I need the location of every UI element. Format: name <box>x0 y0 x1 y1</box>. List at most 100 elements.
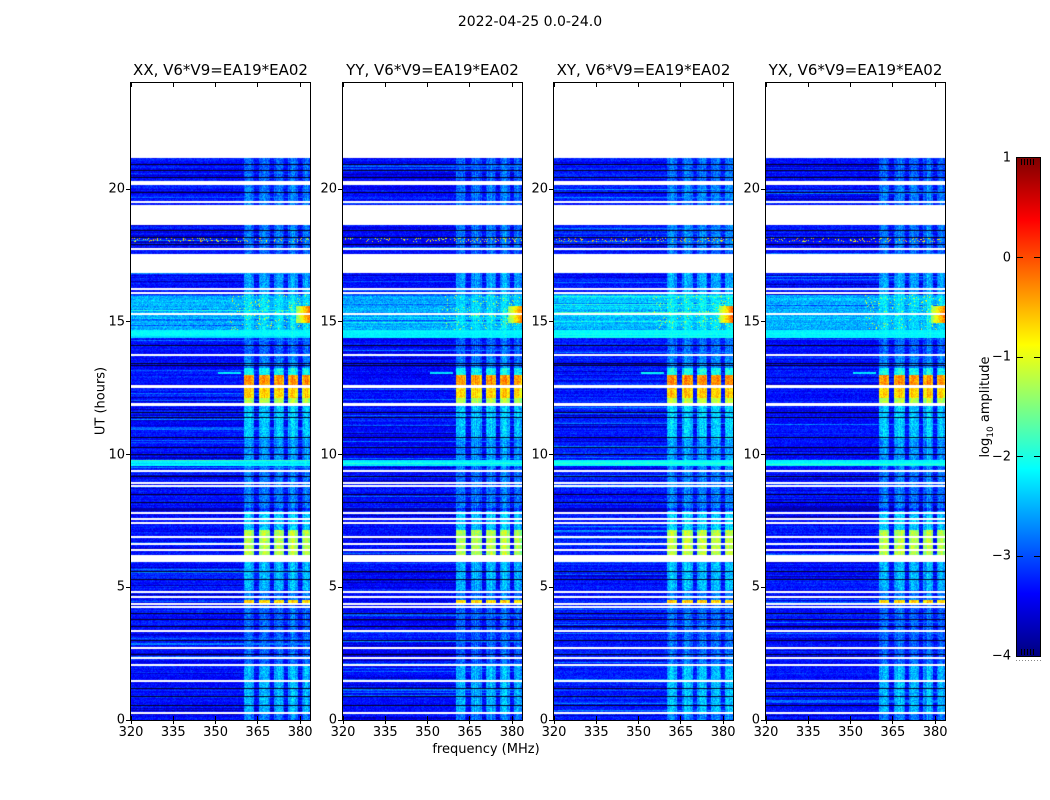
x-tick <box>807 716 809 720</box>
x-tick <box>850 83 852 87</box>
x-tick <box>342 716 344 720</box>
x-tick-label: 380 <box>710 725 736 740</box>
x-tick <box>892 720 894 724</box>
x-tick <box>427 716 429 720</box>
x-tick <box>384 720 386 724</box>
x-tick <box>680 720 682 724</box>
x-tick-label: 365 <box>880 725 906 740</box>
x-tick <box>553 716 555 720</box>
y-tick <box>549 719 553 721</box>
y-tick-label: 10 <box>108 447 125 463</box>
y-tick-label: 5 <box>751 579 760 595</box>
x-tick <box>892 83 894 87</box>
panel-title-yx: YX, V6*V9=EA19*EA02 <box>768 61 943 79</box>
x-tick-label: 350 <box>838 725 863 740</box>
y-tick-label: 15 <box>320 314 337 330</box>
y-axis-label: UT (hours) <box>93 366 109 436</box>
x-tick <box>384 716 386 720</box>
y-tick-label: 5 <box>116 579 125 595</box>
x-tick <box>765 720 767 724</box>
colorbar-tick-label: −2 <box>991 449 1011 465</box>
y-tick <box>126 454 130 456</box>
spectrogram-canvas-yy <box>343 83 522 720</box>
colorbar-tick <box>1017 456 1023 458</box>
colorbar-tick-label: −4 <box>991 648 1011 664</box>
x-tick-label: 350 <box>626 725 651 740</box>
x-tick <box>469 716 471 720</box>
y-tick-label: 5 <box>328 579 337 595</box>
x-tick <box>892 716 894 720</box>
y-tick <box>338 321 342 323</box>
x-tick <box>215 716 217 720</box>
y-tick <box>549 188 553 190</box>
y-tick <box>126 719 130 721</box>
x-tick-label: 365 <box>245 725 271 740</box>
x-tick <box>722 83 724 87</box>
y-tick-label: 20 <box>531 181 548 197</box>
spectrogram-canvas-xx <box>131 83 310 720</box>
y-tick <box>126 188 130 190</box>
x-tick <box>934 83 936 87</box>
figure-title: 2022-04-25 0.0-24.0 <box>457 14 603 30</box>
x-tick <box>722 720 724 724</box>
x-tick <box>130 83 132 87</box>
y-tick-label: 0 <box>751 712 760 728</box>
x-tick <box>172 720 174 724</box>
x-tick <box>765 83 767 87</box>
y-tick-label: 15 <box>743 314 760 330</box>
y-tick <box>549 586 553 588</box>
y-tick-label: 0 <box>116 712 125 728</box>
y-tick <box>761 719 765 721</box>
y-tick <box>338 586 342 588</box>
x-tick-label: 365 <box>668 725 694 740</box>
x-tick <box>934 720 936 724</box>
x-tick <box>680 716 682 720</box>
panel-xy: XY, V6*V9=EA19*EA02 <box>553 61 734 721</box>
x-tick <box>722 716 724 720</box>
x-tick <box>511 716 513 720</box>
x-tick-label: 380 <box>922 725 948 740</box>
y-tick <box>761 188 765 190</box>
x-tick <box>257 720 259 724</box>
x-tick-label: 320 <box>330 725 356 740</box>
x-tick <box>257 716 259 720</box>
panel-title-yy: YY, V6*V9=EA19*EA02 <box>346 61 519 79</box>
x-tick <box>299 720 301 724</box>
x-tick <box>342 720 344 724</box>
x-axis-label: frequency (MHz) <box>432 742 540 757</box>
y-tick <box>126 586 130 588</box>
panel-xx: XX, V6*V9=EA19*EA02 <box>130 61 311 721</box>
x-tick-label: 335 <box>795 725 821 740</box>
colorbar-tick <box>1034 257 1040 259</box>
x-tick-label: 320 <box>118 725 144 740</box>
y-tick <box>549 321 553 323</box>
x-tick-label: 350 <box>203 725 228 740</box>
colorbar-tick <box>1017 257 1023 259</box>
x-tick <box>850 716 852 720</box>
colorbar-hatch-bottom <box>1021 649 1036 655</box>
x-tick <box>172 716 174 720</box>
y-tick <box>761 321 765 323</box>
y-tick-label: 15 <box>108 314 125 330</box>
x-tick-label: 350 <box>415 725 440 740</box>
y-tick <box>338 719 342 721</box>
x-tick-label: 380 <box>287 725 313 740</box>
x-tick <box>299 83 301 87</box>
y-tick <box>549 454 553 456</box>
x-tick <box>172 83 174 87</box>
y-tick-label: 15 <box>531 314 548 330</box>
y-tick-label: 5 <box>539 579 548 595</box>
colorbar-tick-label: −3 <box>991 548 1011 564</box>
colorbar <box>1016 157 1041 657</box>
colorbar-tick <box>1017 356 1023 358</box>
colorbar-hatch-top <box>1021 159 1036 165</box>
x-tick <box>130 720 132 724</box>
colorbar-tick-label: −1 <box>991 349 1011 365</box>
x-tick <box>680 83 682 87</box>
y-tick <box>761 586 765 588</box>
colorbar-tick <box>1017 555 1023 557</box>
x-tick <box>427 720 429 724</box>
colorbar-tick-label: 0 <box>1002 250 1011 266</box>
y-tick-label: 10 <box>320 447 337 463</box>
